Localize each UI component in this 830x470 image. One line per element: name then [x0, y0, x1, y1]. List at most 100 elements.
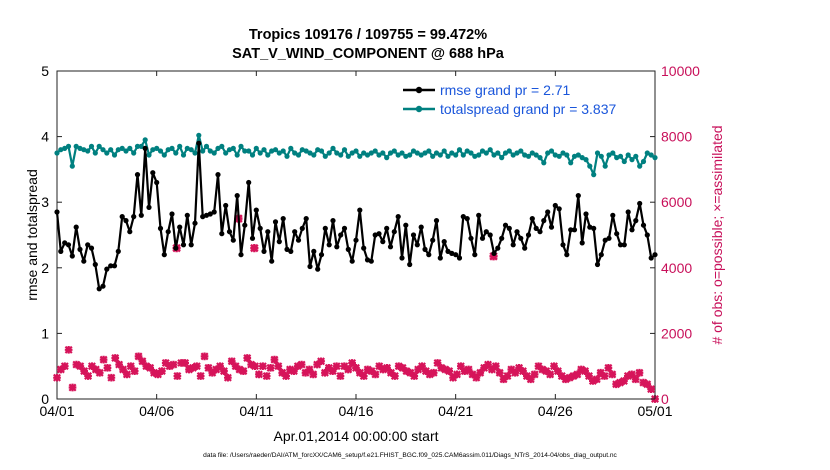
totalspread-point	[568, 160, 574, 166]
obs-count-marker	[355, 368, 364, 377]
obs-count-marker	[212, 365, 221, 374]
obs-count-marker	[418, 362, 426, 371]
rmse-point	[207, 211, 213, 217]
totalspread-point	[261, 147, 267, 153]
obs-count-marker	[177, 358, 186, 367]
obs-count-marker	[449, 373, 458, 382]
rmse-point	[154, 179, 160, 186]
totalspread-point	[476, 152, 482, 158]
totalspread-point	[441, 148, 447, 154]
obs-assimilated-marker	[250, 243, 259, 253]
totalspread-point	[192, 150, 198, 156]
obs-count-marker	[383, 363, 392, 372]
obs-count-marker	[204, 363, 213, 372]
obs-count-marker	[219, 367, 228, 376]
totalspread-point	[295, 152, 302, 158]
totalspread-point	[594, 150, 601, 156]
obs-count-marker	[332, 362, 341, 371]
totalspread-point	[104, 150, 110, 156]
rmse-point	[131, 214, 137, 220]
totalspread-point	[621, 158, 627, 165]
obs-count-marker	[507, 365, 516, 374]
totalspread-point	[541, 160, 547, 166]
totalspread-point	[157, 148, 164, 154]
obs-count-marker	[138, 357, 147, 366]
obs-count-marker	[60, 362, 69, 371]
totalspread-series	[54, 132, 658, 178]
totalspread-point	[272, 147, 279, 153]
rmse-point	[192, 220, 198, 226]
obs-count-marker	[169, 360, 178, 369]
totalspread-point	[196, 132, 202, 138]
rmse-point	[391, 229, 397, 235]
obs-count-marker	[309, 370, 318, 379]
obs-count-marker	[386, 368, 395, 377]
obs-count-marker	[596, 368, 605, 377]
totalspread-point	[173, 150, 179, 156]
obs-count-marker	[72, 360, 81, 369]
obs-count-marker	[115, 360, 124, 369]
rmse-point	[173, 245, 179, 251]
obs-count-marker	[196, 372, 205, 381]
totalspread-point	[533, 152, 539, 158]
rmse-point	[146, 204, 152, 210]
rmse-point	[169, 211, 175, 217]
obs-count-marker	[515, 363, 524, 372]
x-tick-label: 05/01	[637, 403, 672, 419]
totalspread-point	[326, 150, 332, 156]
obs-count-marker	[460, 367, 469, 376]
totalspread-point	[223, 150, 229, 156]
rmse-point	[625, 209, 631, 215]
obs-count-marker	[266, 363, 275, 372]
rmse-point	[460, 214, 466, 220]
obs-count-marker	[344, 365, 353, 374]
rmse-point	[65, 242, 72, 248]
rmse-point	[545, 209, 551, 215]
rmse-point	[518, 235, 524, 241]
totalspread-point	[234, 152, 240, 158]
totalspread-point	[602, 163, 608, 169]
totalspread-point	[372, 148, 378, 154]
rmse-point	[472, 252, 478, 258]
obs-count-marker	[577, 365, 586, 374]
rmse-point	[594, 261, 601, 268]
totalspread-point	[280, 148, 286, 154]
obs-count-marker	[487, 365, 496, 374]
totalspread-point	[368, 150, 374, 156]
obs-count-marker	[499, 375, 508, 384]
rmse-point	[81, 258, 87, 264]
rmse-point	[556, 206, 562, 212]
rmse-point	[253, 207, 259, 213]
obs-count-marker	[103, 363, 112, 372]
obs-count-marker	[91, 365, 100, 374]
rmse-point	[318, 252, 325, 258]
obs-count-marker	[165, 362, 174, 371]
rmse-point	[399, 255, 405, 261]
rmse-point	[522, 245, 528, 251]
totalspread-point	[138, 143, 144, 149]
totalspread-point	[318, 148, 325, 154]
obs-count-layer	[53, 214, 659, 403]
rmse-point	[456, 255, 463, 261]
rmse-point	[529, 216, 535, 222]
totalspread-point	[188, 147, 194, 153]
totalspread-point	[518, 148, 524, 154]
obs-count-marker	[146, 363, 155, 372]
rmse-point	[499, 235, 505, 241]
left-y-axis: 0 1 2 3 4 5	[41, 63, 62, 407]
totalspread-point	[548, 148, 555, 154]
totalspread-point	[161, 152, 167, 158]
totalspread-point	[625, 152, 631, 158]
rmse-point	[234, 193, 240, 199]
totalspread-point	[640, 158, 647, 165]
totalspread-point	[472, 153, 478, 159]
x-tick-label: 04/06	[139, 403, 174, 419]
obs-count-marker	[468, 370, 477, 379]
obs-count-marker	[526, 375, 535, 384]
totalspread-point	[583, 157, 589, 163]
rmse-point	[180, 242, 187, 248]
obs-count-marker	[546, 370, 555, 379]
rmse-point	[265, 229, 271, 235]
rmse-point	[560, 242, 566, 248]
totalspread-point	[108, 147, 114, 153]
